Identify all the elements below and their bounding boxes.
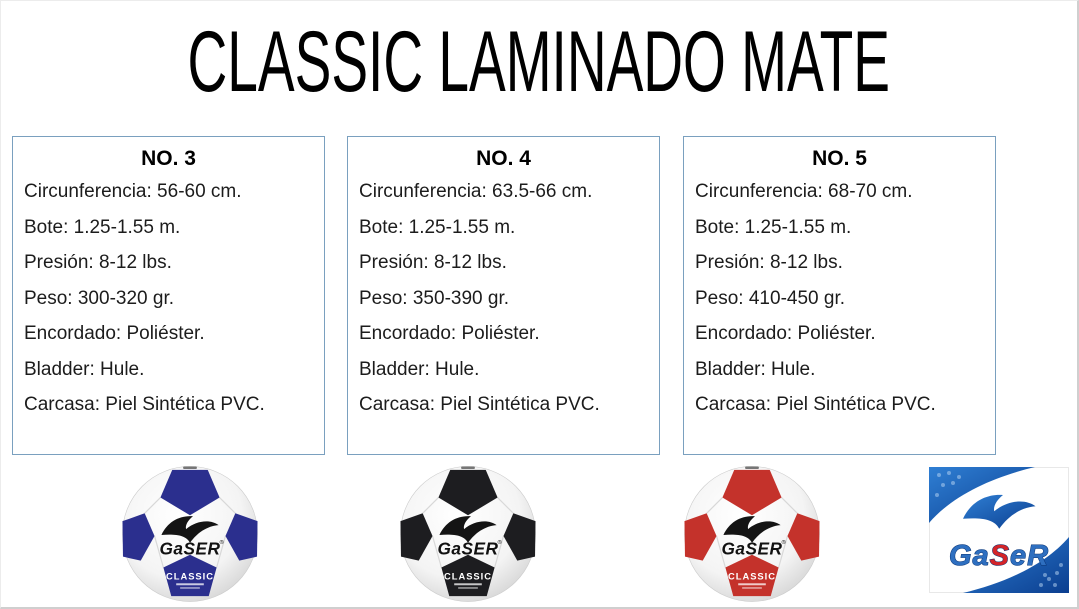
logo-corner-swoosh-top <box>929 467 1035 523</box>
logo-corner-swoosh-bottom <box>963 537 1069 593</box>
ball-pentagon-right <box>503 513 536 561</box>
spec-card-header: NO. 4 <box>476 147 531 170</box>
ball-pentagon-right <box>225 513 258 561</box>
ball-top-fineprint <box>745 466 759 469</box>
halftone-dots <box>935 471 1063 587</box>
spec-line: Bote: 1.25-1.55 m. <box>24 216 181 238</box>
spec-card: NO. 4 Circunferencia: 63.5-66 cm. Bote: 1… <box>347 136 660 455</box>
ball-seams <box>706 497 798 568</box>
ball-model-label: CLASSIC <box>728 571 776 581</box>
registered-mark: ® <box>220 539 225 546</box>
spec-line: Circunferencia: 68-70 cm. <box>695 181 913 202</box>
ball-pentagon-top <box>722 469 782 516</box>
title-row: CLASSIC LAMINADO MATE <box>1 19 1077 105</box>
ball-brand-wordmark: GaSER <box>160 539 221 559</box>
spec-card-lines: Circunferencia: 63.5-66 cm. Bote: 1.25-1.… <box>359 174 648 423</box>
model-subtext-line <box>458 587 478 589</box>
ball-pentagon-bottom <box>725 554 779 597</box>
ball-pentagon-top <box>160 469 220 516</box>
spec-line: Carcasa: Piel Sintética PVC. <box>24 394 265 415</box>
spec-line: Peso: 350-390 gr. <box>359 287 509 309</box>
ball-pentagon-left <box>122 513 155 561</box>
spec-line: Bote: 1.25-1.55 m. <box>359 216 516 238</box>
ball-brand-wordmark: GaSER <box>722 539 783 559</box>
spec-line: Circunferencia: 56-60 cm. <box>24 181 242 202</box>
spec-line: Peso: 410-450 gr. <box>695 287 845 309</box>
ball-blue: GaSER ® CLASSIC <box>121 465 259 603</box>
ball-pentagon-bottom <box>163 554 217 597</box>
spec-line: Presión: 8-12 lbs. <box>695 252 843 273</box>
registered-mark: ® <box>782 539 787 546</box>
logo-wordmark: GaSeR <box>949 540 1049 572</box>
ball-pentagon-bottom <box>441 554 495 597</box>
ball-top-fineprint <box>183 466 197 469</box>
spec-line: Presión: 8-12 lbs. <box>359 252 507 273</box>
model-subtext-line <box>742 587 762 589</box>
spec-line: Encordado: Poliéster. <box>359 323 540 344</box>
spec-line: Bladder: Hule. <box>695 358 816 380</box>
spec-card: NO. 3 Circunferencia: 56-60 cm. Bote: 1.2… <box>12 136 325 455</box>
spec-line: Encordado: Poliéster. <box>695 323 876 344</box>
spec-line: Presión: 8-12 lbs. <box>24 252 172 273</box>
spec-card-lines: Circunferencia: 56-60 cm. Bote: 1.25-1.55… <box>24 174 313 423</box>
ball-pentagon-left <box>400 513 433 561</box>
model-subtext-line <box>738 583 766 586</box>
spec-card-lines: Circunferencia: 68-70 cm. Bote: 1.25-1.55… <box>695 174 984 423</box>
ball-brand-wordmark: GaSER <box>438 539 499 559</box>
spec-line: Bladder: Hule. <box>24 358 145 380</box>
spec-card: NO. 5 Circunferencia: 68-70 cm. Bote: 1.2… <box>683 136 996 455</box>
model-subtext-line <box>180 587 200 589</box>
ball-pentagon-left <box>684 513 717 561</box>
ball-seams <box>144 497 236 568</box>
ball-seams <box>422 497 514 568</box>
model-subtext-line <box>454 583 482 586</box>
ball-black: GaSER ® CLASSIC <box>399 465 537 603</box>
ball-top-fineprint <box>461 466 475 469</box>
ball-model-label: CLASSIC <box>444 571 492 581</box>
page-title: CLASSIC LAMINADO MATE <box>187 14 891 110</box>
registered-mark: ® <box>498 539 503 546</box>
spec-card-header: NO. 5 <box>812 147 867 170</box>
gaser-brand-logo: GaSeR <box>929 467 1069 593</box>
spec-line: Bladder: Hule. <box>359 358 480 380</box>
ball-pentagon-top <box>438 469 498 516</box>
spec-line: Carcasa: Piel Sintética PVC. <box>695 394 936 415</box>
spec-line: Encordado: Poliéster. <box>24 323 205 344</box>
ball-model-label: CLASSIC <box>166 571 214 581</box>
ball-pentagon-right <box>787 513 820 561</box>
spec-line: Circunferencia: 63.5-66 cm. <box>359 181 593 202</box>
spec-line: Peso: 300-320 gr. <box>24 287 174 309</box>
spec-line: Bote: 1.25-1.55 m. <box>695 216 852 238</box>
model-subtext-line <box>176 583 204 586</box>
ball-red: GaSER ® CLASSIC <box>683 465 821 603</box>
spec-card-header: NO. 3 <box>141 147 196 170</box>
spec-line: Carcasa: Piel Sintética PVC. <box>359 394 600 415</box>
